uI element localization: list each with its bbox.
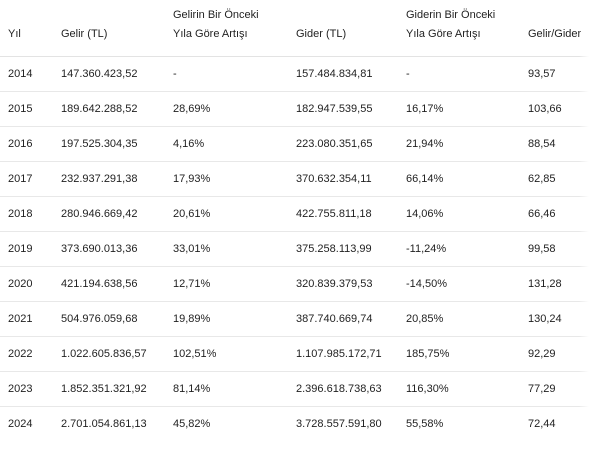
cell-ratio: 103,66: [520, 91, 589, 127]
cell-expense: 375.258.113,99: [288, 231, 398, 267]
cell-expense: 422.755.811,18: [288, 196, 398, 232]
cell-income-growth: 19,89%: [165, 301, 288, 337]
cell-expense-growth: 55,58%: [406, 418, 444, 430]
table-row: 2016 197.525.304,35 4,16% 223.080.351,65 21,…: [0, 126, 589, 162]
cell-income-growth: -: [165, 56, 288, 92]
cell-expense-growth: -14,50%: [398, 266, 520, 302]
cell-income: 232.937.291,38: [53, 161, 165, 197]
cell-ratio: 77,29: [520, 371, 589, 407]
cell-income-growth: 33,01%: [165, 231, 288, 267]
cell-year: 2020: [0, 266, 53, 302]
cell-income-growth: 4,16%: [165, 126, 288, 162]
cell-income: 1.852.351.321,92: [53, 371, 165, 407]
cell-expense: 2.396.618.738,63: [288, 371, 398, 407]
cell-income: 147.360.423,52: [53, 56, 165, 92]
header-expense: Gider (TL): [288, 0, 398, 57]
cell-expense-growth: 116,30%: [398, 371, 520, 407]
cell-ratio: 99,58: [520, 231, 589, 267]
cell-ratio: 72,44: [528, 418, 556, 430]
cell-income: 189.642.288,52: [53, 91, 165, 127]
header-row: Yıl Gelir (TL) Gelirin Bir Önceki Yıla Gö…: [0, 0, 589, 57]
cell-income-growth: 102,51%: [165, 336, 288, 372]
table-row: 2021 504.976.059,68 19,89% 387.740.669,74 20…: [0, 301, 589, 337]
cell-year: 2018: [0, 196, 53, 232]
cell-income: 2.701.054.861,13: [61, 418, 147, 430]
table-row: 2017 232.937.291,38 17,93% 370.632.354,11 66…: [0, 161, 589, 197]
cell-ratio: 131,28: [520, 266, 589, 302]
cell-expense-growth: 185,75%: [398, 336, 520, 372]
cell-income: 280.946.669,42: [53, 196, 165, 232]
cell-ratio: 93,57: [520, 56, 589, 92]
table-row: 2014 147.360.423,52-157.484.834,81-93,57: [0, 56, 589, 92]
cell-income: 197.525.304,35: [53, 126, 165, 162]
cell-year: 2014: [0, 56, 53, 92]
cell-ratio: 66,46: [520, 196, 589, 232]
table-row: 2024 2.701.054.861,13 45,82% 3.728.557.591,…: [0, 407, 589, 442]
cell-expense: 370.632.354,11: [288, 161, 398, 197]
cell-expense: 157.484.834,81: [288, 56, 398, 92]
cell-expense: 320.839.379,53: [288, 266, 398, 302]
cell-expense-growth: 66,14%: [398, 161, 520, 197]
header-income-expense-ratio: Gelir/Gider: [520, 0, 589, 57]
cell-expense-growth: -11,24%: [398, 231, 520, 267]
cell-year: 2017: [0, 161, 53, 197]
cell-year: 2024: [8, 418, 33, 430]
cell-income: 373.690.013,36: [53, 231, 165, 267]
cell-expense: 387.740.669,74: [288, 301, 398, 337]
header-year: Yıl: [0, 0, 53, 57]
table-row: 2019 373.690.013,36 33,01% 375.258.113,99 -1…: [0, 231, 589, 267]
table-body: 2014 147.360.423,52-157.484.834,81-93,57 2…: [0, 56, 589, 442]
cell-year: 2021: [0, 301, 53, 337]
cell-expense-growth: 14,06%: [398, 196, 520, 232]
cell-ratio: 62,85: [520, 161, 589, 197]
cell-income-growth: 28,69%: [165, 91, 288, 127]
cell-income-growth: 20,61%: [165, 196, 288, 232]
cell-income: 421.194.638,56: [53, 266, 165, 302]
cell-expense: 3.728.557.591,80: [296, 418, 382, 430]
table-row: 2022 1.022.605.836,57 102,51% 1.107.985.172…: [0, 336, 589, 372]
cell-year: 2019: [0, 231, 53, 267]
cell-income-growth: 45,82%: [173, 418, 211, 430]
table-row: 2023 1.852.351.321,92 81,14% 2.396.618.738,…: [0, 371, 589, 407]
cell-income-growth: 17,93%: [165, 161, 288, 197]
cell-income-growth: 81,14%: [165, 371, 288, 407]
cell-ratio: 130,24: [520, 301, 589, 337]
header-income-growth: Gelirin Bir Önceki Yıla Göre Artışı: [165, 0, 288, 57]
cell-expense-growth: 21,94%: [398, 126, 520, 162]
cell-ratio: 92,29: [520, 336, 589, 372]
cell-expense: 223.080.351,65: [288, 126, 398, 162]
cell-expense: 1.107.985.172,71: [288, 336, 398, 372]
cell-year: 2023: [0, 371, 53, 407]
cell-year: 2016: [0, 126, 53, 162]
cell-expense: 182.947.539,55: [288, 91, 398, 127]
header-income: Gelir (TL): [53, 0, 165, 57]
cell-income: 1.022.605.836,57: [53, 336, 165, 372]
cell-expense-growth: 16,17%: [398, 91, 520, 127]
cell-ratio: 88,54: [520, 126, 589, 162]
cell-year: 2015: [0, 91, 53, 127]
cell-income: 504.976.059,68: [53, 301, 165, 337]
table-header: Yıl Gelir (TL) Gelirin Bir Önceki Yıla Gö…: [0, 0, 589, 57]
table-row: 2018 280.946.669,42 20,61% 422.755.811,18 14…: [0, 196, 589, 232]
table-row: 2015 189.642.288,52 28,69% 182.947.539,55 16…: [0, 91, 589, 127]
cell-expense-growth: 20,85%: [398, 301, 520, 337]
cell-expense-growth: -: [398, 56, 520, 92]
cell-income-growth: 12,71%: [165, 266, 288, 302]
cell-year: 2022: [0, 336, 53, 372]
table-row: 2020 421.194.638,56 12,71% 320.839.379,53 -1…: [0, 266, 589, 302]
header-expense-growth: Giderin Bir Önceki Yıla Göre Artışı: [398, 0, 520, 57]
